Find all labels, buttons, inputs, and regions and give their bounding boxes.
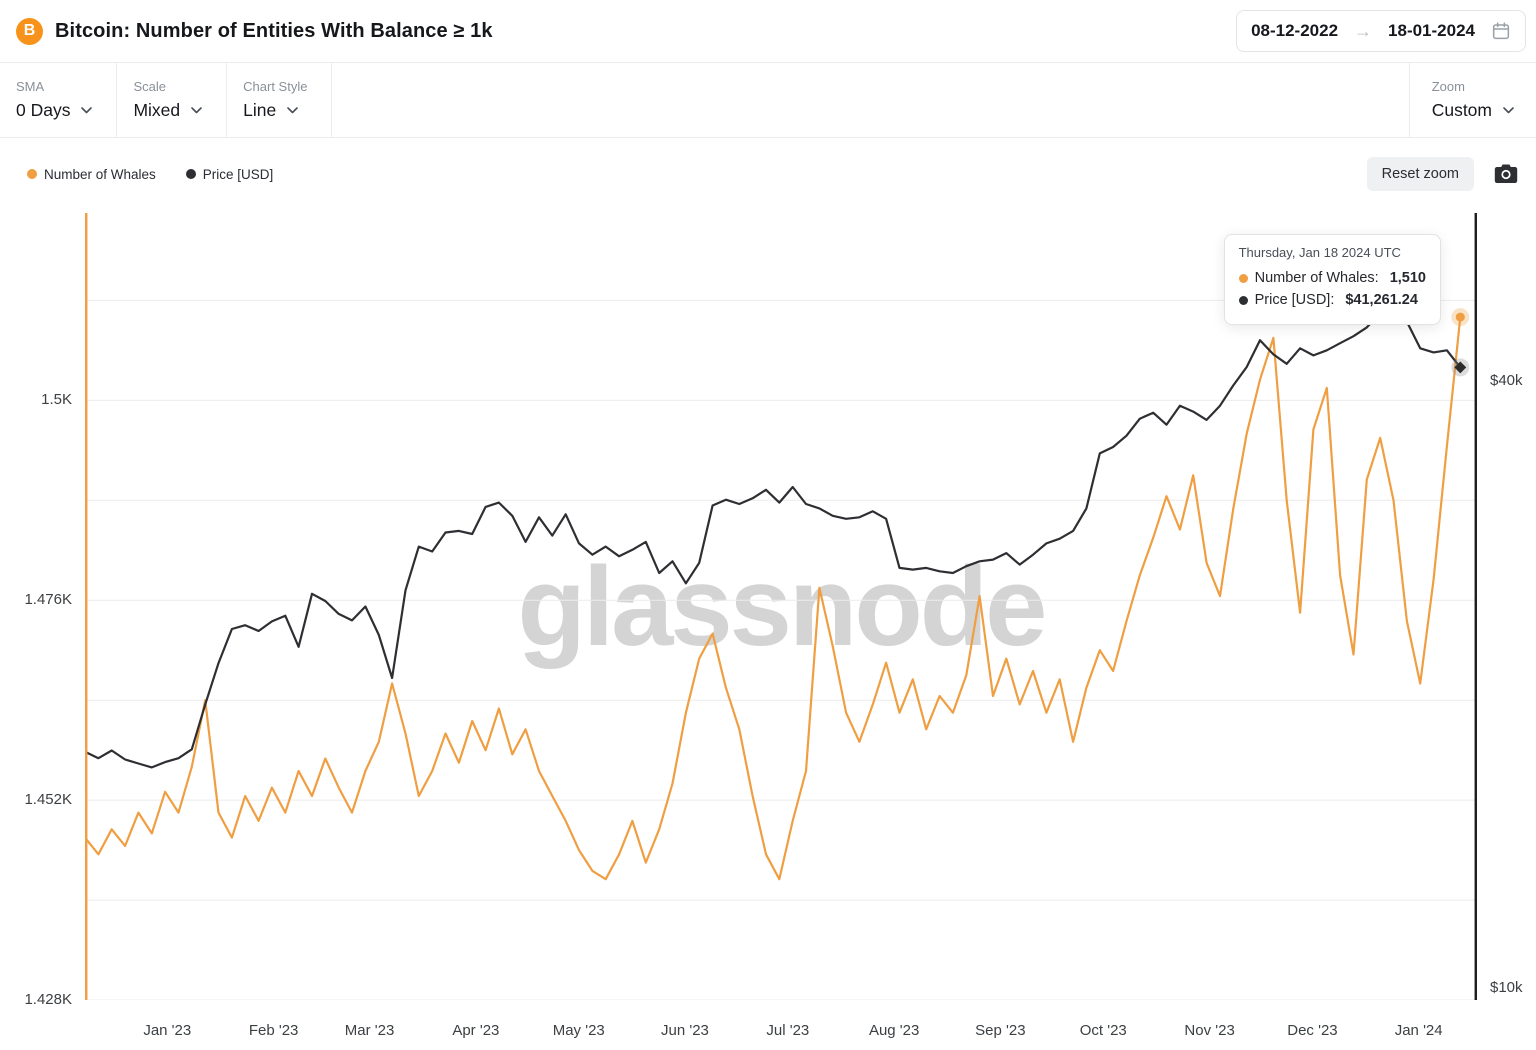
x-axis-tick: Jan '23 (143, 1022, 192, 1039)
price-legend-label: Price [USD] (202, 166, 274, 182)
left-axis-tick: 1.452K (24, 791, 72, 809)
whales-legend-label: Number of Whales (44, 166, 156, 182)
chart-style-dropdown[interactable]: Chart Style Line (227, 63, 333, 137)
chart-style-label: Chart Style (243, 79, 308, 94)
x-axis-tick: Feb '23 (248, 1022, 299, 1039)
legend-item-whales[interactable]: Number of Whales (27, 167, 156, 182)
header-left: B Bitcoin: Number of Entities With Balan… (16, 17, 493, 45)
chevron-down-icon (81, 107, 93, 114)
camera-button[interactable] (1492, 161, 1520, 187)
x-axis-tick: Jun '23 (660, 1022, 709, 1039)
right-axis-tick: $40k (1490, 371, 1523, 389)
left-axis-tick: 1.5K (41, 391, 72, 409)
calendar-icon[interactable] (1491, 21, 1511, 41)
x-axis-tick: Dec '23 (1287, 1022, 1338, 1039)
chart-tooltip: Thursday, Jan 18 2024 UTC Number of Whal… (1223, 234, 1441, 325)
chart-plot[interactable] (85, 213, 1477, 1000)
tooltip-whales-label: Number of Whales: (1254, 270, 1379, 286)
x-axis-tick: May '23 (552, 1022, 605, 1039)
left-axis-tick: 1.476K (24, 591, 72, 609)
tooltip-date: Thursday, Jan 18 2024 UTC (1238, 245, 1401, 260)
toolbar-spacer (332, 63, 1408, 137)
zoom-label: Zoom (1431, 79, 1465, 94)
zoom-dropdown[interactable]: Zoom Custom (1408, 63, 1536, 137)
glassnode-watermark: glassnode (517, 544, 1048, 669)
page-title: Bitcoin: Number of Entities With Balance… (55, 19, 493, 42)
chevron-down-icon (191, 107, 202, 114)
end-date[interactable]: 18-01-2024 (1388, 21, 1475, 40)
scale-value: Mixed (133, 100, 181, 120)
legend-row: Number of Whales Price [USD] Reset zoom (0, 138, 1536, 210)
chart-area[interactable]: glassnode 1.5K 1.476K 1.452K 1.428K $40k $10… (0, 210, 1536, 1050)
whales-legend-dot-icon (27, 169, 37, 179)
x-axis-tick: Jul '23 (766, 1022, 810, 1039)
x-axis-tick: Apr '23 (452, 1022, 500, 1039)
x-axis-tick: Nov '23 (1184, 1022, 1235, 1039)
chevron-down-icon (287, 107, 299, 114)
tooltip-price-value: $41,261.24 (1345, 292, 1418, 309)
bitcoin-icon: B (16, 17, 43, 45)
left-axis-tick: 1.428K (24, 991, 72, 1008)
legend-item-price[interactable]: Price [USD] (185, 166, 274, 182)
tooltip-row-whales: Number of Whales: 1,510 (1238, 267, 1426, 289)
price-legend-dot-icon (185, 169, 196, 179)
scale-dropdown[interactable]: Scale Mixed (117, 63, 228, 137)
x-axis-tick: Jan '24 (1394, 1022, 1443, 1039)
zoom-value: Custom (1431, 100, 1492, 120)
sma-value: 0 Days (16, 100, 71, 120)
sma-label: SMA (16, 79, 45, 94)
x-axis-tick: Aug '23 (868, 1022, 920, 1039)
price-dot-icon (1238, 296, 1248, 306)
x-axis-tick: Mar '23 (344, 1022, 395, 1039)
start-date[interactable]: 08-12-2022 (1251, 21, 1339, 40)
legend: Number of Whales Price [USD] (27, 167, 273, 182)
camera-icon (1494, 164, 1518, 183)
tooltip-whales-value: 1,510 (1389, 270, 1426, 286)
whales-dot-icon (1238, 273, 1248, 283)
sma-dropdown[interactable]: SMA 0 Days (0, 63, 118, 137)
x-axis-tick: Oct '23 (1079, 1022, 1127, 1039)
x-axis-tick: Sep '23 (975, 1022, 1026, 1039)
arrow-right-icon: → (1354, 21, 1373, 41)
header: B Bitcoin: Number of Entities With Balan… (0, 0, 1536, 62)
right-axis-tick: $10k (1490, 979, 1523, 996)
tooltip-row-price: Price [USD]: $41,261.24 (1238, 289, 1426, 311)
toolbar: SMA 0 Days Scale Mixed Chart Style Line … (0, 62, 1536, 138)
date-range-picker[interactable]: 08-12-2022 → 18-01-2024 (1236, 10, 1526, 52)
reset-zoom-button[interactable]: Reset zoom (1366, 157, 1474, 191)
legend-actions: Reset zoom (1366, 157, 1520, 191)
chart-style-value: Line (243, 100, 277, 120)
scale-label: Scale (133, 79, 166, 94)
chevron-down-icon (1503, 107, 1514, 114)
tooltip-price-label: Price [USD]: (1254, 292, 1335, 309)
